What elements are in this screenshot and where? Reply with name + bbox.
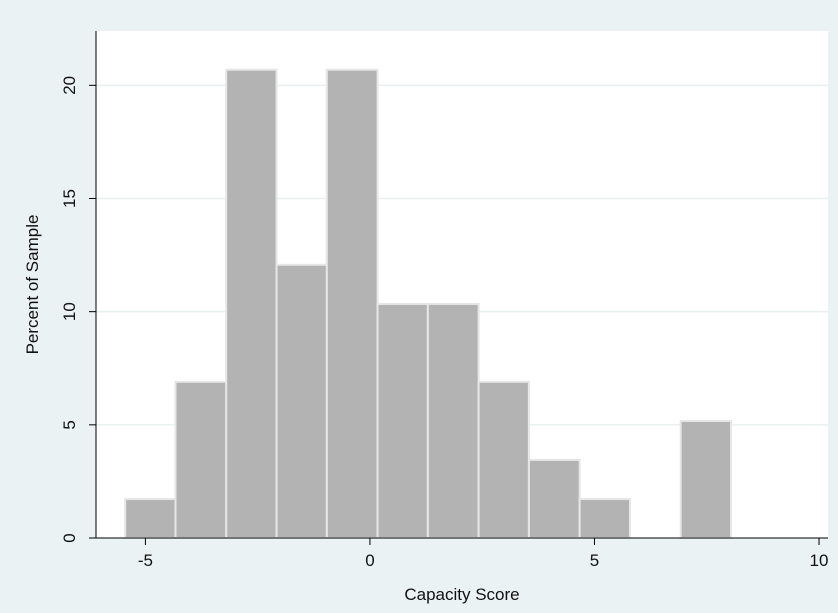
x-axis-title: Capacity Score [404,585,519,604]
histogram-bar-6 [376,302,429,539]
histogram-bar-1 [124,498,177,539]
histogram-bar-7 [426,302,480,539]
y-tick-label-5: 5 [60,420,79,429]
histogram-bar-5 [325,68,379,540]
histogram-bar-12 [679,419,732,539]
histogram-bar-8 [477,380,530,539]
histogram-bar-10 [578,498,631,539]
histogram-bar-2 [174,380,228,539]
y-axis-title: Percent of Sample [23,215,42,355]
tick-labels: 0 5 10 15 20 -5 0 5 10 [60,76,828,570]
y-tick-label-15: 15 [60,189,79,208]
x-tick-label--5: -5 [138,551,153,570]
y-tick-label-20: 20 [60,76,79,95]
histogram-bar-4 [275,263,328,539]
y-tick-label-0: 0 [60,533,79,542]
histogram-bar-9 [527,458,581,539]
x-tick-label-0: 0 [365,551,374,570]
x-tick-label-5: 5 [590,551,599,570]
histogram-bar-3 [225,68,278,540]
x-tick-label-10: 10 [810,551,829,570]
y-tick-label-10: 10 [60,302,79,321]
axes [89,31,828,545]
